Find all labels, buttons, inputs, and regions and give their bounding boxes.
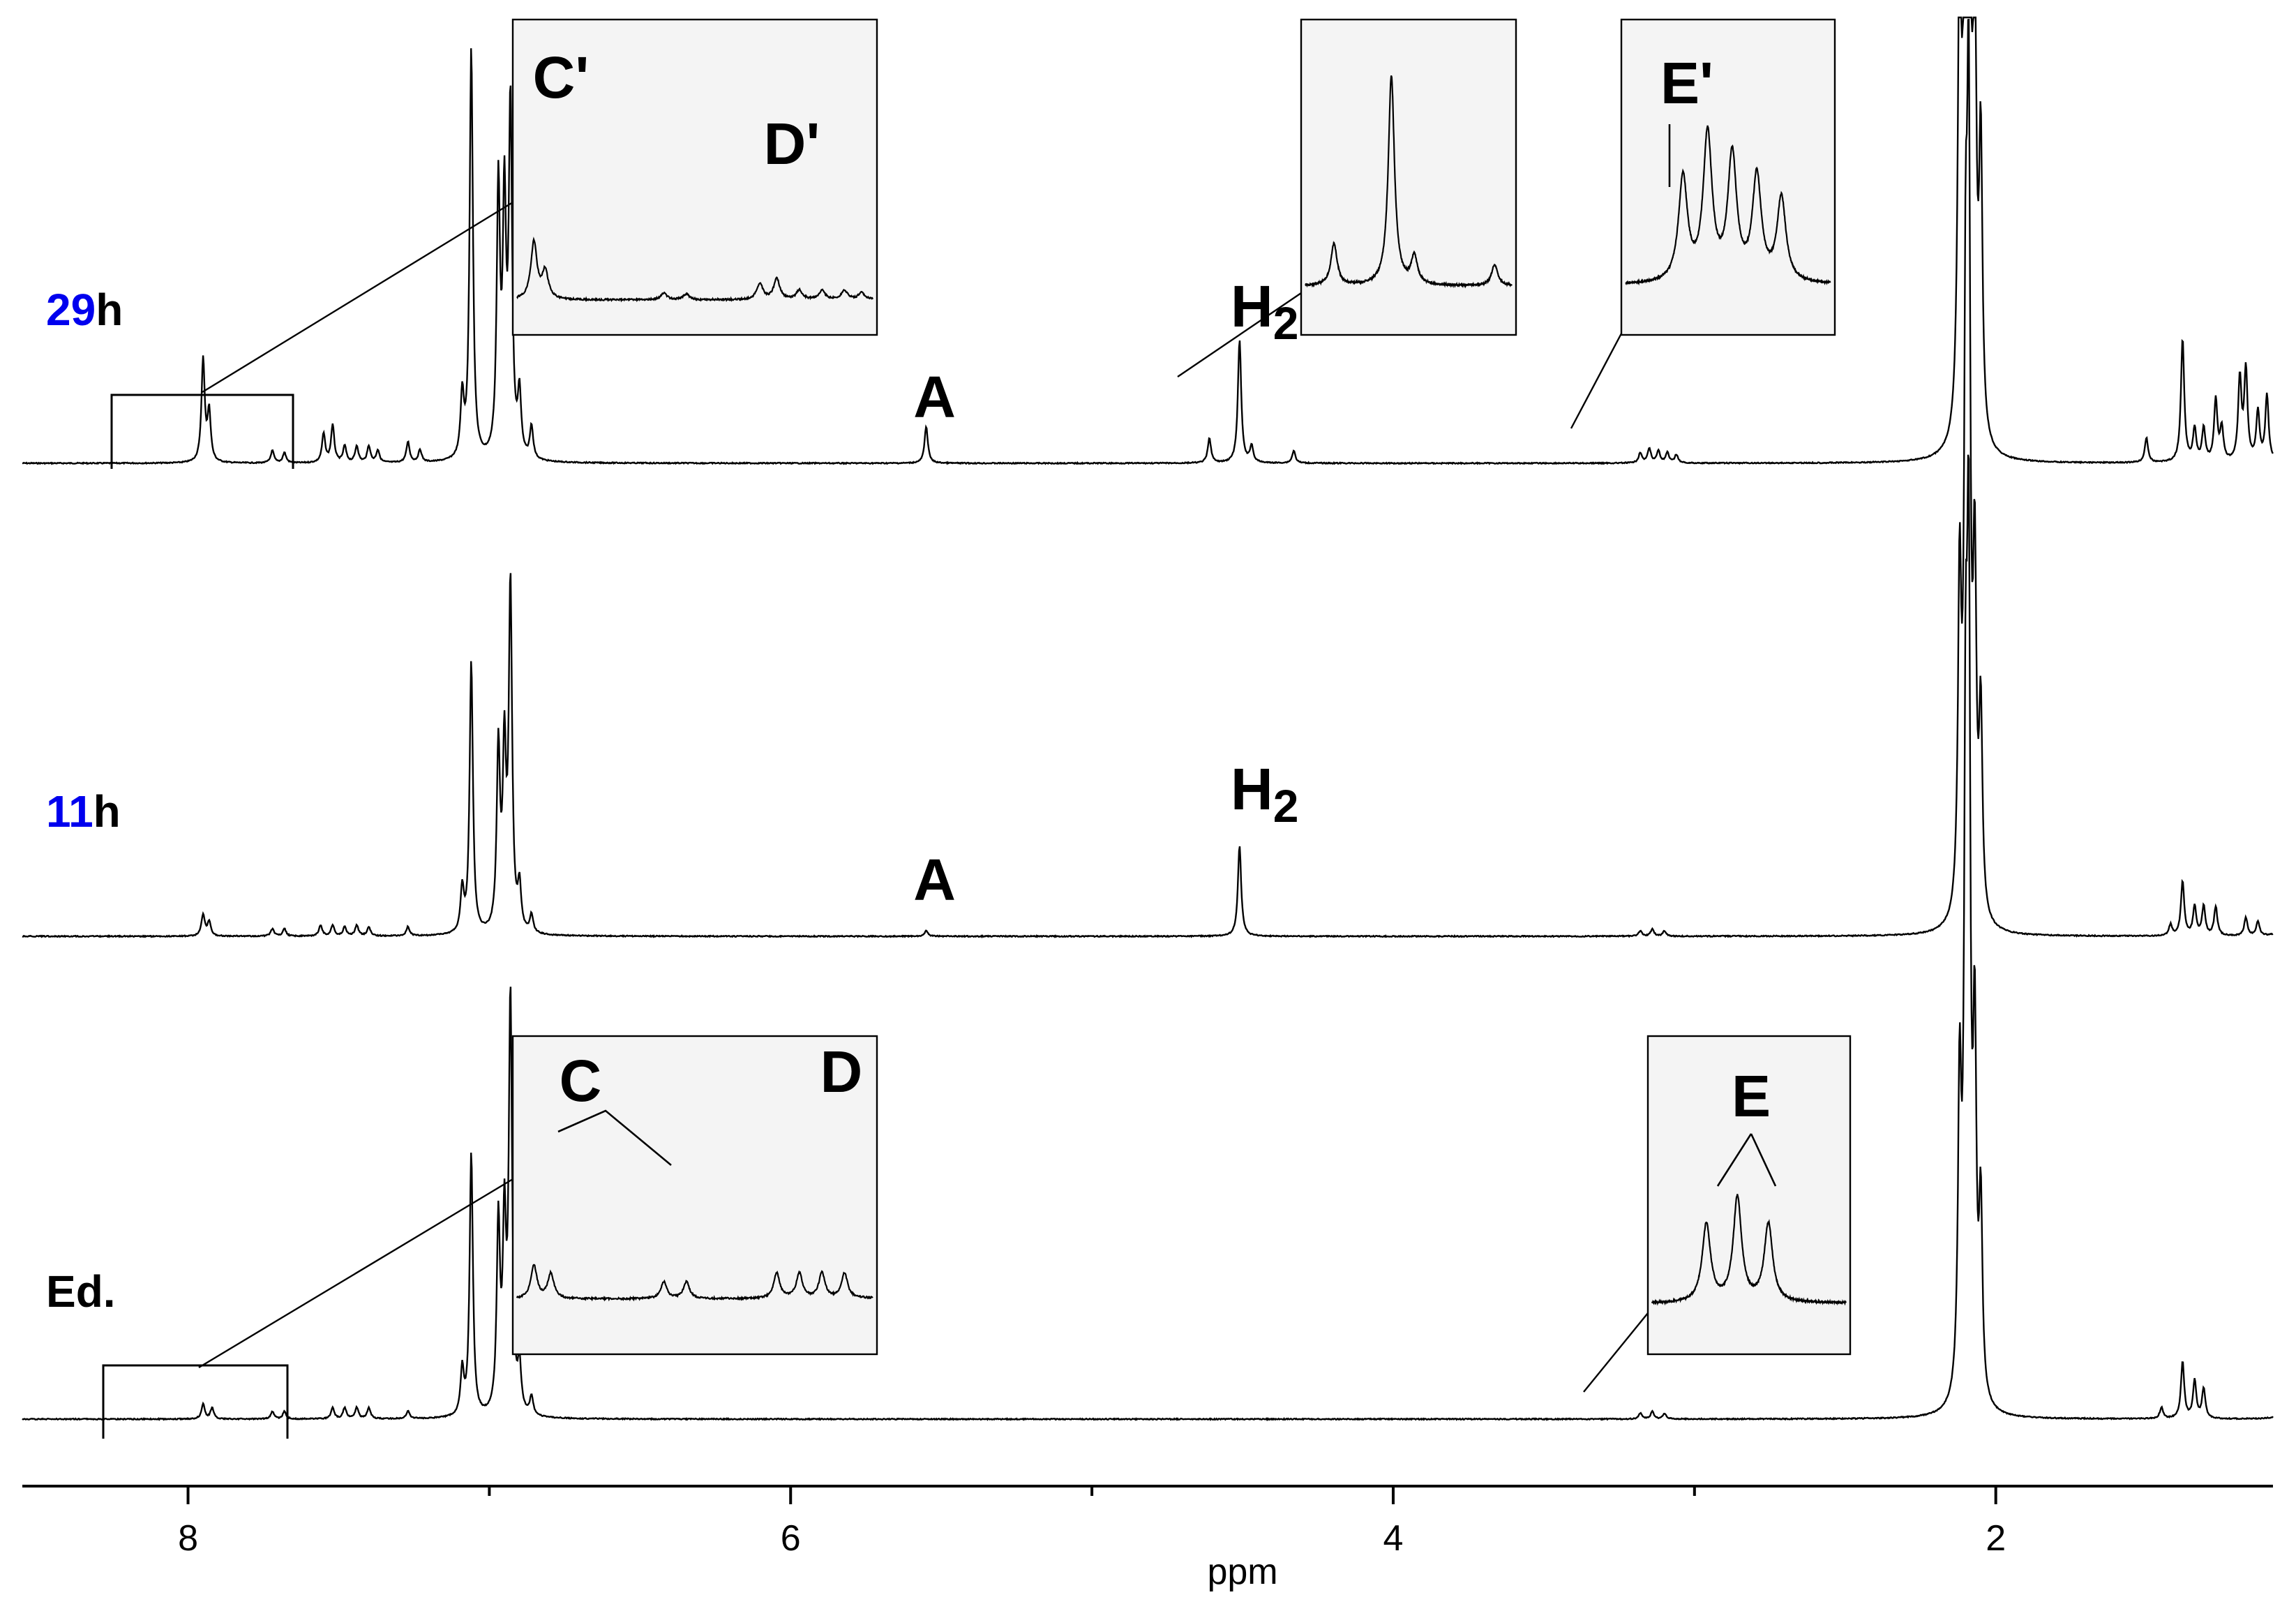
inset-label: C <box>560 1048 602 1114</box>
inset-leader-line-3 <box>1716 1133 1777 1187</box>
inset-connector <box>1570 333 1623 429</box>
inset-leader-line-2 <box>557 1109 672 1167</box>
trace-label-number: 11 <box>46 786 93 837</box>
x-tick-label: 2 <box>1986 1518 2006 1559</box>
peak-label-h2: H2 <box>1231 274 1298 349</box>
inset-trace <box>516 1264 873 1302</box>
selection-bracket-1 <box>110 394 294 469</box>
zoom-insets: C'D'E'C D E <box>198 18 1852 1393</box>
peak-annotations: A H2 A H2 <box>913 274 1298 913</box>
trace-label-unit: h <box>93 786 121 837</box>
inset-box <box>1300 18 1517 336</box>
spectra-traces <box>22 16 2274 1422</box>
inset-connector <box>1583 1312 1649 1393</box>
trace-label-3: Ed. <box>46 1266 116 1317</box>
selection-bracket-2 <box>102 1364 289 1439</box>
inset-5: E <box>1583 1035 1852 1393</box>
spectrum-trace-2 <box>22 18 2274 938</box>
trace-label-number: Ed. <box>46 1266 116 1317</box>
spectrum-trace-1 <box>22 16 2274 465</box>
inset-trace <box>1625 125 1831 286</box>
inset-label: D' <box>764 111 820 177</box>
inset-label: D <box>820 1039 863 1104</box>
inset-connector <box>198 1178 513 1369</box>
inset-box <box>511 18 878 336</box>
inset-connector <box>1177 292 1302 377</box>
peak-label-a: A <box>913 847 956 913</box>
selection-boxes <box>102 394 294 1439</box>
x-tick-label: 4 <box>1383 1518 1404 1559</box>
x-tick-label: 6 <box>781 1518 801 1559</box>
x-axis-title: ppm <box>1207 1552 1277 1592</box>
inset-box <box>511 1035 878 1356</box>
inset-box <box>1620 18 1836 336</box>
trace-label-1: 29h <box>46 285 123 335</box>
inset-2 <box>1177 18 1517 377</box>
inset-trace <box>1651 1194 1847 1306</box>
inset-3: E' <box>1570 18 1836 429</box>
inset-label: E <box>1732 1063 1771 1129</box>
x-axis: 8 6 4 2 ppm <box>22 1485 2273 1592</box>
peak-label-h2: H2 <box>1231 756 1298 832</box>
trace-label-unit: h <box>96 285 123 335</box>
inset-trace <box>1305 75 1513 289</box>
inset-trace <box>516 237 873 303</box>
inset-connector <box>202 201 513 394</box>
inset-label: E' <box>1660 50 1713 116</box>
trace-label-2: 11h <box>46 786 121 837</box>
peak-label-a: A <box>913 364 956 430</box>
trace-label-number: 29 <box>46 285 96 335</box>
inset-1: C' D' <box>202 18 878 394</box>
spectrum-trace-3 <box>22 454 2274 1422</box>
inset-label: C' <box>533 45 590 110</box>
x-tick-label: 8 <box>178 1518 198 1559</box>
